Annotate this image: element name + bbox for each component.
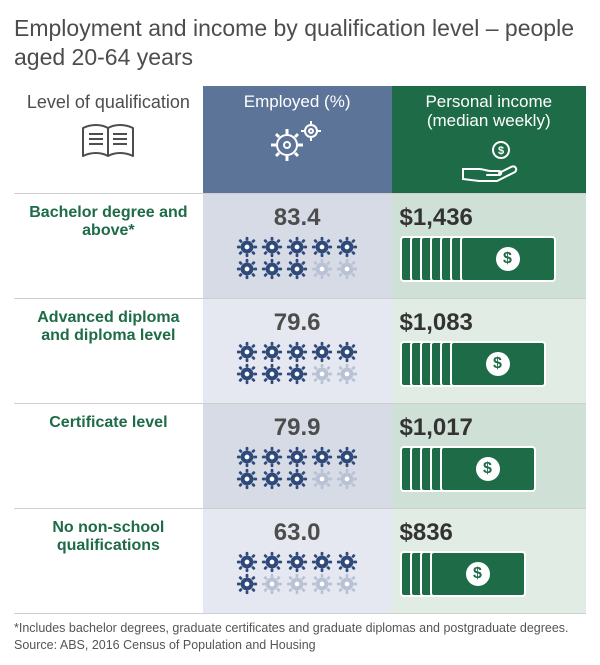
bills-stack: $	[400, 551, 579, 603]
bills-stack: $	[400, 446, 579, 498]
header-income-label: Personal income (median weekly)	[398, 92, 581, 135]
header-employed: Employed (%)	[203, 86, 392, 194]
table-row: Advanced diploma and diploma level 79.6	[14, 298, 586, 403]
income-value: $1,083	[400, 309, 579, 337]
row-label: Advanced diploma and diploma level	[14, 298, 203, 403]
income-value: $836	[400, 519, 579, 547]
header-qualification: Level of qualification	[14, 86, 203, 194]
cell-income: $836 $	[392, 508, 587, 613]
bills-stack: $	[400, 236, 579, 288]
row-label: Bachelor degree and above*	[14, 193, 203, 298]
header-row: Level of qualification Employed (%)	[14, 86, 586, 194]
table-row: Bachelor degree and above* 83.4	[14, 193, 586, 298]
source-line: Source: ABS, 2016 Census of Population a…	[14, 638, 586, 652]
data-table: Level of qualification Employed (%)	[14, 86, 586, 614]
chart-title: Employment and income by qualification l…	[14, 14, 586, 72]
svg-text:$: $	[498, 145, 504, 157]
income-value: $1,436	[400, 204, 579, 232]
header-income: Personal income (median weekly) $	[392, 86, 587, 194]
cell-income: $1,083 $	[392, 298, 587, 403]
cell-employed: 79.9	[203, 403, 392, 508]
cell-employed: 63.0	[203, 508, 392, 613]
cell-employed: 79.6	[203, 298, 392, 403]
employed-value: 83.4	[211, 204, 384, 232]
footnote: *Includes bachelor degrees, graduate cer…	[14, 620, 586, 636]
income-hand-icon: $	[453, 139, 525, 183]
header-qualification-label: Level of qualification	[20, 92, 197, 119]
header-employed-label: Employed (%)	[209, 92, 386, 116]
row-label: Certificate level	[14, 403, 203, 508]
row-label: No non-school qualifications	[14, 508, 203, 613]
employed-value: 63.0	[211, 519, 384, 547]
bills-stack: $	[400, 341, 579, 393]
book-icon	[79, 122, 137, 164]
employed-value: 79.6	[211, 309, 384, 337]
cell-income: $1,436 $	[392, 193, 587, 298]
table-row: No non-school qualifications 63.0	[14, 508, 586, 613]
income-value: $1,017	[400, 414, 579, 442]
gears-icon	[265, 119, 329, 163]
table-row: Certificate level 79.9	[14, 403, 586, 508]
cell-employed: 83.4	[203, 193, 392, 298]
cell-income: $1,017 $	[392, 403, 587, 508]
employed-value: 79.9	[211, 414, 384, 442]
